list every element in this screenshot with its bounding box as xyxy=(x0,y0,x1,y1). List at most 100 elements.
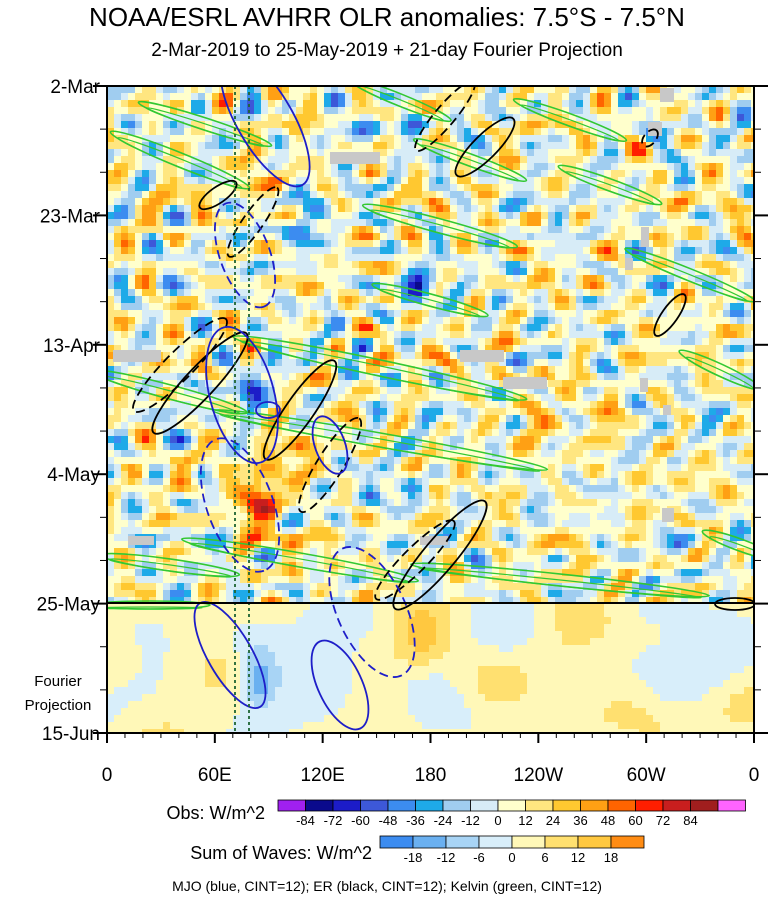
olr-cell xyxy=(730,128,738,136)
olr-cell xyxy=(429,436,437,444)
olr-cell xyxy=(681,114,689,122)
olr-cell xyxy=(744,149,752,157)
olr-cell xyxy=(639,254,647,262)
olr-cell xyxy=(646,289,654,297)
olr-cell xyxy=(555,198,563,206)
olr-cell xyxy=(471,275,479,283)
olr-cell xyxy=(282,303,290,311)
olr-cell xyxy=(730,114,738,122)
olr-cell xyxy=(625,338,633,346)
olr-cell xyxy=(247,289,255,297)
olr-cell xyxy=(128,289,136,297)
olr-cell xyxy=(597,289,605,297)
olr-cell xyxy=(541,93,549,101)
olr-cell xyxy=(198,422,206,430)
olr-cell xyxy=(527,282,535,290)
olr-cell xyxy=(275,303,283,311)
olr-cell xyxy=(233,443,241,451)
olr-cell xyxy=(212,261,220,269)
olr-cell xyxy=(709,261,717,269)
olr-cell xyxy=(527,247,535,255)
olr-cell xyxy=(653,149,661,157)
olr-cell xyxy=(569,436,577,444)
olr-cell xyxy=(604,149,612,157)
olr-cell xyxy=(527,156,535,164)
olr-cell xyxy=(625,380,633,388)
olr-cell xyxy=(695,184,703,192)
olr-cell xyxy=(296,394,304,402)
olr-cell xyxy=(429,191,437,199)
olr-cell xyxy=(513,156,521,164)
olr-cell xyxy=(261,380,269,388)
olr-cell xyxy=(121,177,129,185)
olr-cell xyxy=(345,170,353,178)
olr-cell xyxy=(506,184,514,192)
olr-cell xyxy=(548,261,556,269)
olr-cell xyxy=(184,422,192,430)
olr-cell xyxy=(632,296,640,304)
olr-cell xyxy=(296,443,304,451)
olr-cell xyxy=(625,156,633,164)
olr-cell xyxy=(415,303,423,311)
olr-cell xyxy=(639,142,647,150)
olr-cell xyxy=(303,359,311,367)
olr-cell xyxy=(408,436,416,444)
olr-cell xyxy=(317,163,325,171)
olr-cell xyxy=(730,261,738,269)
olr-cell xyxy=(625,422,633,430)
olr-cell xyxy=(499,261,507,269)
olr-cell xyxy=(373,324,381,332)
olr-cell xyxy=(751,212,754,220)
olr-cell xyxy=(338,191,346,199)
olr-cell xyxy=(149,282,157,290)
olr-cell xyxy=(198,450,206,458)
olr-cell xyxy=(737,261,745,269)
olr-cell xyxy=(170,317,178,325)
olr-cell xyxy=(275,254,283,262)
olr-cell xyxy=(611,338,619,346)
olr-cell xyxy=(604,268,612,276)
olr-cell xyxy=(233,261,241,269)
olr-cell xyxy=(296,114,304,122)
olr-cell xyxy=(107,359,115,367)
olr-cell xyxy=(135,219,143,227)
olr-cell xyxy=(443,212,451,220)
olr-cell xyxy=(688,443,696,451)
olr-cell xyxy=(709,310,717,318)
olr-cell xyxy=(506,128,514,136)
olr-cell xyxy=(359,443,367,451)
olr-cell xyxy=(415,107,423,115)
olr-cell xyxy=(429,226,437,234)
olr-cell xyxy=(331,93,339,101)
olr-cell xyxy=(191,226,199,234)
olr-cell xyxy=(450,296,458,304)
olr-cell xyxy=(345,86,353,94)
olr-cell xyxy=(716,254,724,262)
olr-cell xyxy=(226,275,234,283)
olr-cell xyxy=(107,170,115,178)
olr-cell xyxy=(527,205,535,213)
olr-cell xyxy=(443,177,451,185)
olr-cell xyxy=(590,289,598,297)
olr-cell xyxy=(702,177,710,185)
olr-cell xyxy=(520,86,528,94)
olr-cell xyxy=(240,261,248,269)
olr-cell xyxy=(156,170,164,178)
olr-cell xyxy=(338,345,346,353)
olr-cell xyxy=(422,268,430,276)
olr-cell xyxy=(184,191,192,199)
olr-cell xyxy=(408,282,416,290)
olr-cell xyxy=(408,121,416,129)
olr-cell xyxy=(702,100,710,108)
olr-cell xyxy=(254,289,262,297)
olr-cell xyxy=(457,443,465,451)
olr-cell xyxy=(688,247,696,255)
olr-cell xyxy=(394,275,402,283)
olr-cell xyxy=(387,415,395,423)
olr-cell xyxy=(317,387,325,395)
olr-cell xyxy=(562,401,570,409)
olr-cell xyxy=(709,387,717,395)
olr-cell xyxy=(345,121,353,129)
olr-cell xyxy=(394,240,402,248)
olr-cell xyxy=(191,429,199,437)
